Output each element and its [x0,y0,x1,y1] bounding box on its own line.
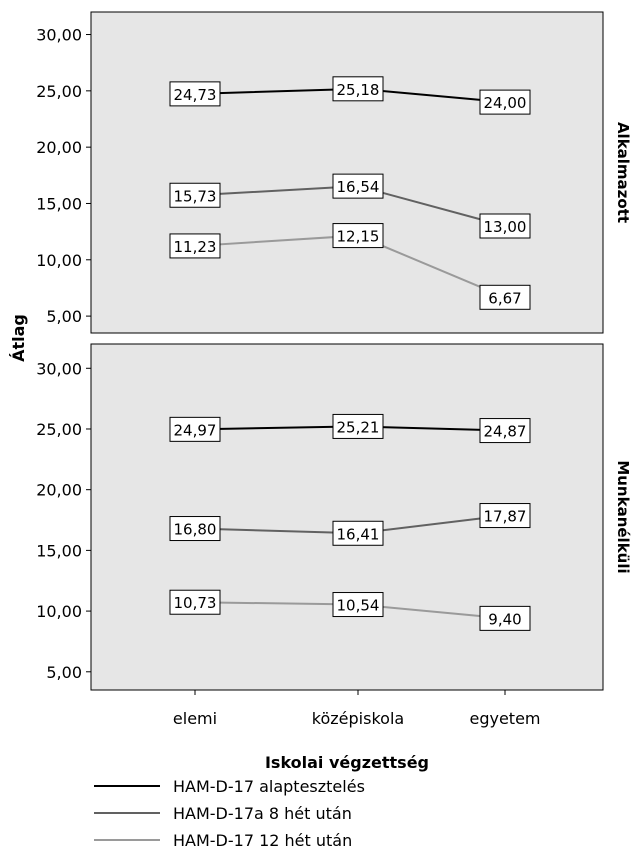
x-tick-label: egyetem [469,709,540,728]
data-label-box [332,76,384,102]
data-label: 25,21 [337,418,380,436]
legend-label: HAM-D-17 12 hét után [173,831,352,850]
y-tick-label: 25,00 [36,420,82,439]
data-label: 9,40 [488,610,521,628]
data-label: 16,54 [337,178,380,196]
data-label: 17,87 [484,508,527,526]
x-axis-title: Iskolai végzettség [265,753,429,772]
data-label: 25,18 [337,81,380,99]
data-label: 13,00 [484,218,527,236]
data-label: 12,15 [337,228,380,246]
data-label-box [169,182,221,208]
data-label-box [332,223,384,249]
data-label-box [332,173,384,199]
data-label-box [332,592,384,618]
data-label: 24,00 [484,94,527,112]
y-tick-label: 5,00 [46,663,82,682]
panel-label: Munkanélküli [614,460,632,573]
y-tick-label: 15,00 [36,194,82,213]
data-label: 6,67 [488,289,521,307]
panel-background [90,11,604,334]
data-label-box [479,89,531,115]
data-label-box [479,284,531,310]
y-tick-label: 30,00 [36,26,82,45]
y-tick-label: 10,00 [36,602,82,621]
y-axis-title: Átlag [9,314,28,362]
data-label: 16,41 [337,525,380,543]
y-tick-label: 20,00 [36,138,82,157]
data-label-box [169,589,221,615]
data-label-box [332,520,384,546]
y-tick-label: 25,00 [36,82,82,101]
y-tick-label: 5,00 [46,307,82,326]
data-label-box [169,416,221,442]
data-label-box [332,413,384,439]
data-label: 24,87 [484,423,527,441]
data-label: 10,73 [174,594,217,612]
data-label: 11,23 [174,238,217,256]
panel-label: Alkalmazott [614,122,632,223]
data-label-box [169,233,221,259]
y-tick-label: 10,00 [36,251,82,270]
data-label: 15,73 [174,187,217,205]
data-label-box [479,213,531,239]
data-label-box [479,503,531,529]
data-label: 24,73 [174,86,217,104]
data-label-box [169,516,221,542]
y-tick-label: 20,00 [36,481,82,500]
data-label-box [169,81,221,107]
legend-label: HAM-D-17 alaptesztelés [173,777,365,796]
data-label: 16,80 [174,521,217,539]
legend-label: HAM-D-17a 8 hét után [173,804,352,823]
y-tick-label: 15,00 [36,541,82,560]
x-tick-label: középiskola [312,709,404,728]
y-tick-label: 30,00 [36,359,82,378]
data-label-box [479,605,531,631]
data-label: 10,54 [337,597,380,615]
data-label: 24,97 [174,421,217,439]
data-label-box [479,418,531,444]
x-tick-label: elemi [173,709,217,728]
